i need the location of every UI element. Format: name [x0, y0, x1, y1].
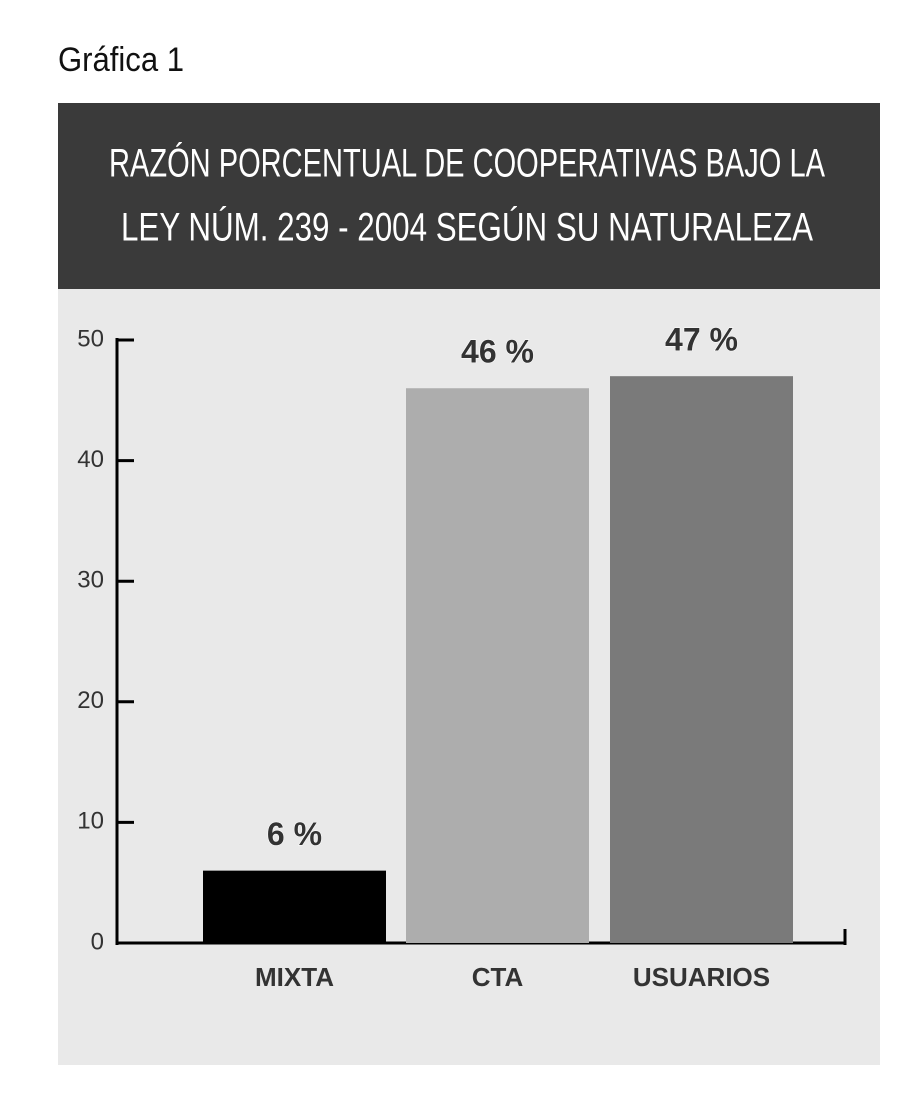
y-tick-label: 20: [77, 687, 104, 714]
bar: [610, 376, 793, 943]
x-tick-label: CTA: [472, 962, 524, 992]
bar: [406, 388, 589, 943]
y-tick-label: 30: [77, 567, 104, 594]
title-box: [58, 103, 880, 289]
value-label: 46 %: [461, 334, 534, 370]
x-tick-label: USUARIOS: [633, 962, 770, 992]
value-label: 6 %: [267, 816, 322, 852]
y-tick-label: 10: [77, 808, 104, 835]
y-tick-label: 40: [77, 446, 104, 473]
chart-title: LEY NÚM. 239 - 2004 SEGÚN SU NATURALEZA: [121, 205, 813, 250]
y-tick-label: 50: [77, 325, 104, 352]
value-label: 47 %: [665, 322, 738, 358]
y-tick-label: 0: [91, 928, 104, 955]
x-tick-label: MIXTA: [255, 962, 334, 992]
bar: [203, 870, 386, 943]
figure-label: Gráfica 1: [58, 41, 184, 79]
chart-title: RAZÓN PORCENTUAL DE COOPERATIVAS BAJO LA: [109, 141, 825, 186]
